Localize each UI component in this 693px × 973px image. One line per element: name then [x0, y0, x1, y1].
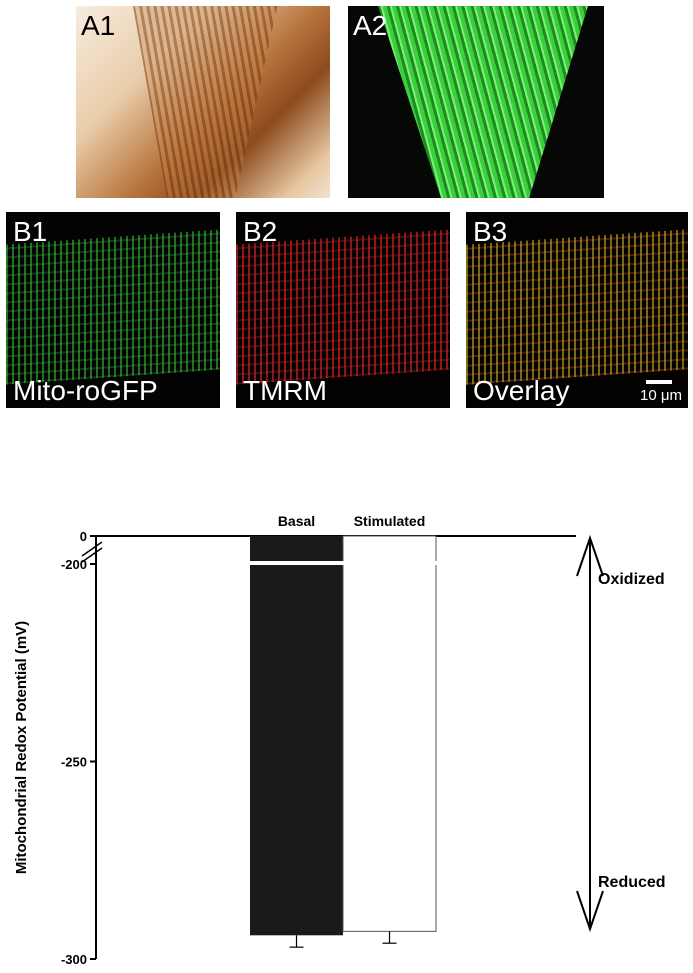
bar-basal: [250, 536, 343, 936]
fiber-texture-green: [6, 229, 220, 385]
scale-bar: [646, 380, 672, 384]
redox-chart: 0 -200 -250 -300 Mitochondrial Redox Potenti…: [13, 513, 666, 967]
axis-break-mark: [81, 547, 103, 563]
muscle-fibers-brown: [133, 6, 278, 198]
y-tick-label: -250: [61, 755, 87, 770]
annotation-reduced: Reduced: [598, 874, 666, 891]
y-tick-label: -300: [61, 952, 87, 967]
muscle-fibers-green: [378, 6, 588, 198]
panel-label: B2: [243, 216, 278, 247]
panel-label: A2: [353, 10, 388, 41]
panel-caption: TMRM: [243, 375, 327, 406]
panel-label: B3: [473, 216, 508, 247]
annotation-oxidized: Oxidized: [598, 571, 665, 588]
bar-stimulated: [342, 535, 437, 932]
direction-arrow-head-up: [576, 534, 604, 577]
direction-arrow-head-down: [576, 890, 604, 933]
panel-b3: B3 Overlay 10 μm: [466, 212, 688, 408]
fiber-texture-red: [236, 229, 450, 385]
category-label: Basal: [278, 513, 315, 529]
panel-label: B1: [13, 216, 48, 247]
panel-b2: B2 TMRM: [236, 212, 450, 408]
bar-break-gap: [250, 561, 438, 565]
panel-a2: A2: [348, 6, 604, 198]
panel-caption: Mito-roGFP: [13, 375, 158, 406]
axis-break-mark: [81, 541, 103, 557]
y-tick-label: 0: [80, 529, 87, 544]
y-tick-label: -200: [61, 557, 87, 572]
panel-b1: B1 Mito-roGFP: [6, 212, 220, 408]
y-axis-title: Mitochondrial Redox Potential (mV): [13, 621, 30, 874]
panel-label: A1: [81, 10, 116, 41]
scale-bar-label: 10 μm: [640, 387, 682, 404]
category-label: Stimulated: [354, 513, 426, 529]
chart-plot-area: 0 -200 -250 -300 Mitochondrial Redox Potenti…: [13, 513, 666, 967]
panel-caption: Overlay: [473, 375, 570, 406]
panel-a1: A1: [76, 6, 330, 198]
fiber-texture-overlay: [466, 229, 688, 385]
